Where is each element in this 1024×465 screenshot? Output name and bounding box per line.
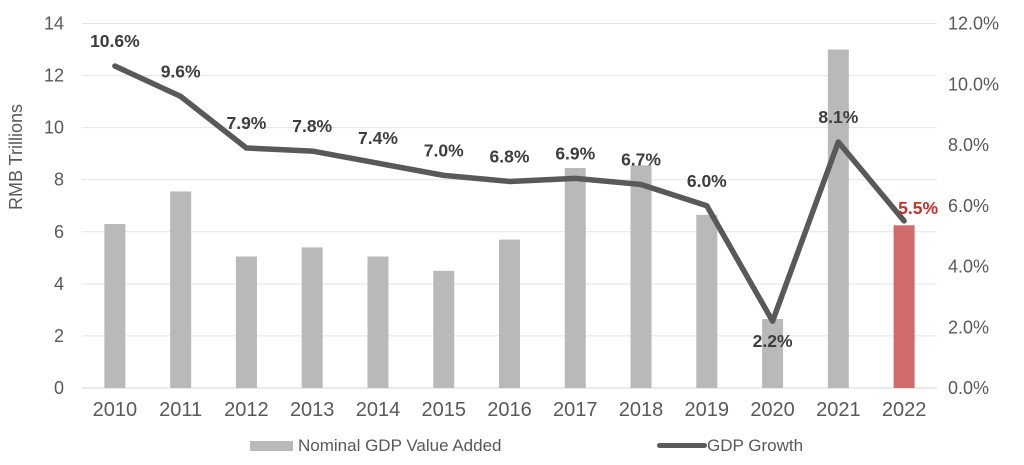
x-axis-label-2019: 2019: [685, 399, 730, 421]
x-axis-label-2017: 2017: [553, 399, 598, 421]
x-axis-label-2021: 2021: [816, 399, 861, 421]
data-label-2019: 6.0%: [687, 171, 727, 191]
data-label-2017: 6.9%: [555, 143, 595, 163]
left-axis-tick-label: 6: [54, 222, 64, 242]
bar-2013: [301, 247, 323, 388]
right-axis-tick-label: 2.0%: [948, 317, 989, 337]
right-axis-tick-label: 8.0%: [948, 135, 989, 155]
x-axis-label-2013: 2013: [290, 399, 335, 421]
x-axis-label-2016: 2016: [487, 399, 532, 421]
data-label-2014: 7.4%: [358, 128, 398, 148]
bar-2014: [367, 256, 389, 388]
left-axis-tick-label: 2: [54, 326, 64, 346]
right-axis-tick-label: 0.0%: [948, 378, 989, 398]
gdp-growth-line: [112, 63, 907, 324]
x-axis-label-2018: 2018: [619, 399, 664, 421]
right-axis-tick-label: 4.0%: [948, 257, 989, 277]
x-axis-label-2010: 2010: [93, 399, 138, 421]
bar-2019: [696, 214, 718, 388]
data-label-2013: 7.8%: [292, 116, 332, 136]
bar-2021: [827, 49, 849, 389]
left-axis-title: RMB Trillions: [6, 104, 26, 210]
data-label-2012: 7.9%: [226, 113, 266, 133]
right-axis-tick-label: 12.0%: [948, 14, 999, 34]
bar-2020: [762, 319, 784, 388]
right-axis-tick-label: 10.0%: [948, 74, 999, 94]
bar-2016: [499, 239, 520, 388]
bar-2018: [630, 165, 652, 388]
left-axis-tick-label: 10: [44, 118, 64, 138]
data-label-2022: 5.5%: [898, 198, 938, 218]
x-axis-label-2014: 2014: [356, 399, 401, 421]
bar-2022: [893, 225, 915, 388]
right-axis-tick-label: 6.0%: [948, 196, 989, 216]
bar-2017: [564, 167, 586, 388]
left-axis-tick-label: 8: [54, 170, 64, 190]
data-label-2010: 10.6%: [90, 31, 140, 51]
x-axis-label-2011: 2011: [159, 399, 202, 421]
data-label-2015: 7.0%: [424, 140, 464, 160]
data-label-2020: 2.2%: [753, 331, 793, 351]
left-axis-tick-label: 4: [54, 274, 64, 294]
bar-2015: [433, 270, 455, 388]
data-label-2011: 9.6%: [161, 61, 201, 81]
bar-2010: [104, 223, 126, 388]
bar-2011: [170, 191, 192, 388]
left-axis-tick-label: 12: [44, 66, 64, 86]
left-axis-tick-label: 14: [44, 14, 64, 34]
x-axis-label-2022: 2022: [882, 399, 927, 421]
left-axis-tick-label: 0: [54, 378, 64, 398]
data-label-2016: 6.8%: [490, 146, 530, 166]
data-label-2021: 8.1%: [818, 107, 858, 127]
x-axis-label-2020: 2020: [750, 399, 795, 421]
bar-2012: [235, 256, 257, 388]
data-label-2018: 6.7%: [621, 149, 661, 169]
x-axis-label-2015: 2015: [421, 399, 466, 421]
x-axis-label-2012: 2012: [224, 399, 269, 421]
